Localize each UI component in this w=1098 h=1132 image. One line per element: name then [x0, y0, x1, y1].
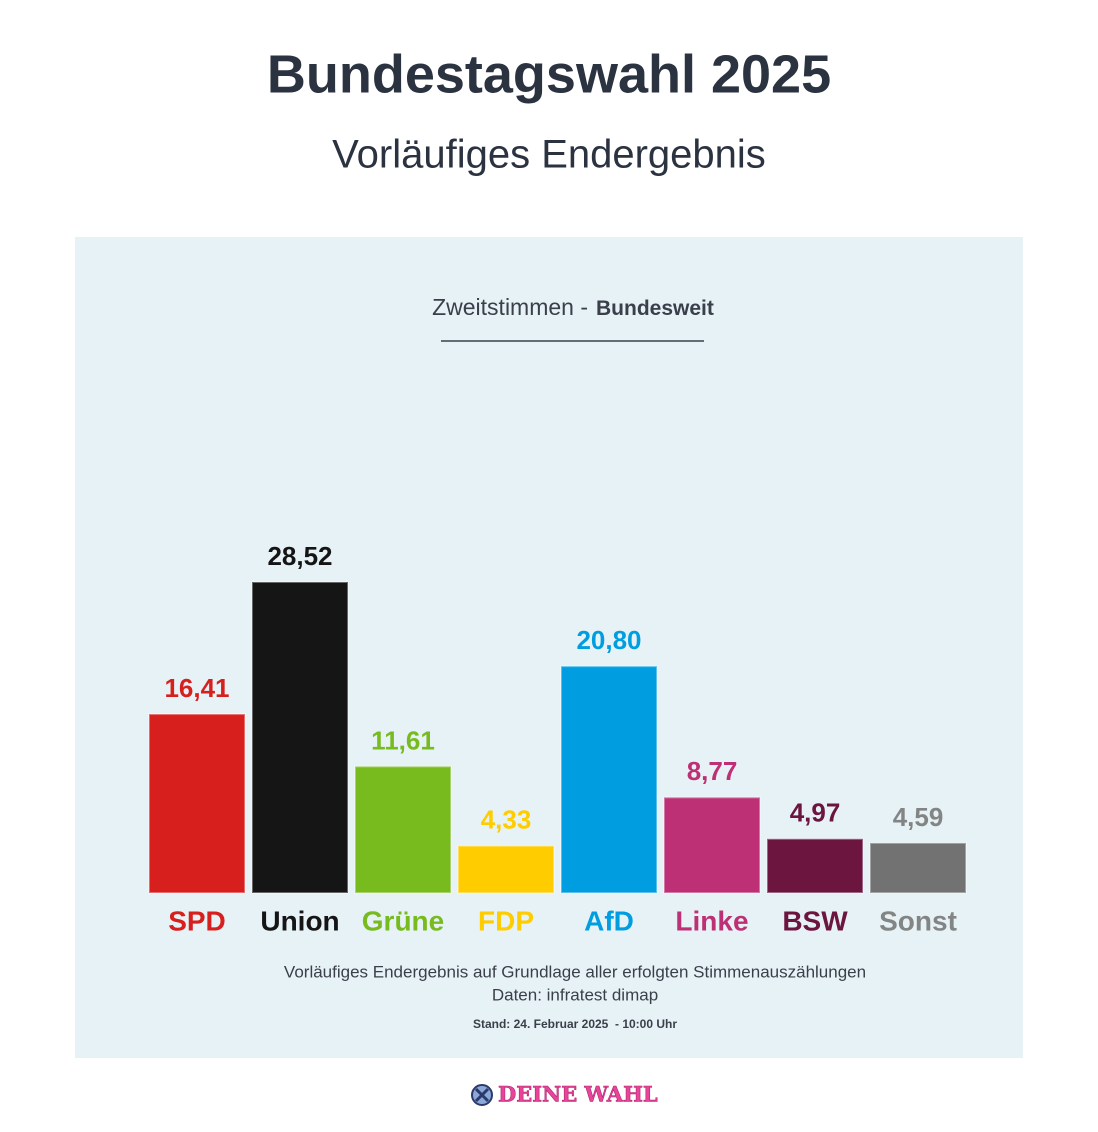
heading-bold: Bundesweit — [596, 297, 714, 320]
bar — [148, 713, 246, 894]
logo: DEINE WAHL — [471, 1081, 658, 1107]
x-tick-label: BSW — [782, 905, 848, 936]
bar — [251, 581, 349, 894]
value-label: 4,97 — [790, 798, 841, 828]
value-label: 28,52 — [267, 541, 332, 571]
chart-panel — [75, 237, 1023, 1058]
x-tick-label: FDP — [478, 905, 534, 936]
chart-title: Bundestagswahl 2025 — [267, 44, 831, 104]
heading-text: Zweitstimmen - — [432, 294, 588, 320]
stand: Stand: 24. Februar 2025 - 10:00 Uhr — [473, 1017, 677, 1031]
note: Daten: infratest dimap — [492, 985, 658, 1004]
chart-heading: Zweitstimmen - Bundesweit — [432, 294, 714, 320]
value-label: 11,61 — [371, 725, 435, 755]
bar — [869, 841, 967, 894]
value-label: 4,33 — [481, 805, 532, 835]
value-label: 4,59 — [893, 802, 944, 832]
value-label: 16,41 — [164, 673, 229, 703]
x-tick-label: SPD — [168, 905, 226, 936]
x-tick-label: Linke — [675, 905, 748, 936]
note: Vorläufiges Endergebnis auf Grundlage al… — [284, 962, 866, 981]
x-tick-label: AfD — [584, 905, 634, 936]
bar — [663, 796, 761, 894]
bar — [354, 765, 452, 895]
x-tick-label: Sonst — [879, 905, 957, 936]
chart-subtitle: Vorläufiges Endergebnis — [332, 133, 766, 177]
bar — [457, 844, 555, 894]
value-label: 8,77 — [687, 756, 738, 786]
bar — [766, 837, 864, 895]
x-tick-label: Union — [260, 905, 339, 936]
logo-cross — [474, 1087, 490, 1103]
x-tick-label: Grüne — [362, 905, 444, 936]
value-label: 20,80 — [576, 625, 641, 655]
logo-text: DEINE WAHL — [498, 1082, 658, 1107]
bar — [560, 665, 658, 894]
bar-group: 16,41 SPD 28,52 Union 11,61 Grüne 4,33 FDP 20,80… — [148, 541, 967, 936]
